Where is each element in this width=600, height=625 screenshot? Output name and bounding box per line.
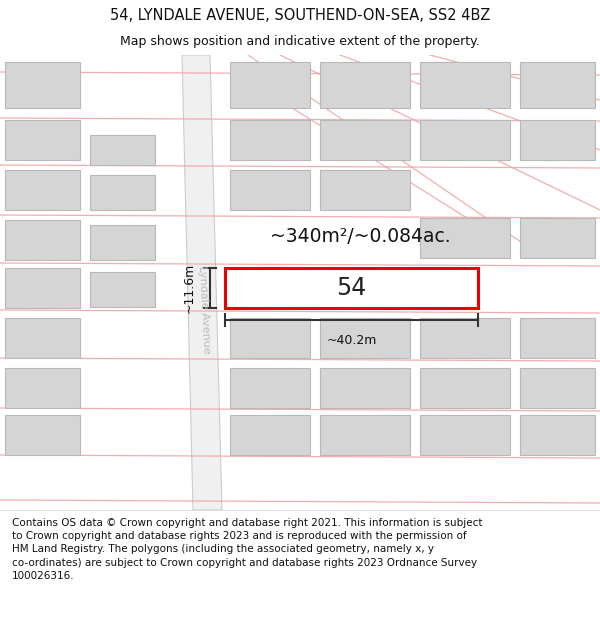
Bar: [90, 225, 155, 260]
Text: Lyndale Avenue: Lyndale Avenue: [197, 266, 211, 354]
Bar: [320, 120, 410, 160]
Bar: [420, 415, 510, 455]
Bar: [5, 170, 80, 210]
Bar: [5, 368, 80, 408]
Bar: [320, 318, 410, 358]
Text: Contains OS data © Crown copyright and database right 2021. This information is : Contains OS data © Crown copyright and d…: [12, 518, 482, 581]
Bar: [5, 62, 80, 108]
Bar: [230, 415, 310, 455]
Bar: [520, 62, 595, 108]
Bar: [230, 62, 310, 108]
Bar: [230, 170, 310, 210]
Bar: [230, 368, 310, 408]
Bar: [5, 120, 80, 160]
Bar: [5, 318, 80, 358]
Text: ~340m²/~0.084ac.: ~340m²/~0.084ac.: [269, 228, 451, 246]
Bar: [5, 415, 80, 455]
Bar: [5, 220, 80, 260]
Text: 54: 54: [337, 276, 367, 300]
Bar: [420, 218, 510, 258]
Polygon shape: [182, 55, 222, 510]
Bar: [90, 175, 155, 210]
Bar: [320, 415, 410, 455]
Bar: [320, 62, 410, 108]
Bar: [520, 120, 595, 160]
Text: ~40.2m: ~40.2m: [326, 334, 377, 347]
Bar: [320, 368, 410, 408]
Bar: [230, 318, 310, 358]
Bar: [420, 62, 510, 108]
Text: Map shows position and indicative extent of the property.: Map shows position and indicative extent…: [120, 35, 480, 48]
Bar: [90, 272, 155, 307]
Bar: [5, 268, 80, 308]
Bar: [420, 318, 510, 358]
Bar: [320, 170, 410, 210]
Bar: [420, 120, 510, 160]
Bar: [225, 268, 478, 308]
Bar: [520, 415, 595, 455]
Bar: [520, 218, 595, 258]
Bar: [520, 368, 595, 408]
Bar: [420, 368, 510, 408]
Bar: [520, 318, 595, 358]
Text: ~11.6m: ~11.6m: [183, 263, 196, 313]
Bar: [230, 120, 310, 160]
Text: 54, LYNDALE AVENUE, SOUTHEND-ON-SEA, SS2 4BZ: 54, LYNDALE AVENUE, SOUTHEND-ON-SEA, SS2…: [110, 8, 490, 23]
Bar: [90, 135, 155, 165]
